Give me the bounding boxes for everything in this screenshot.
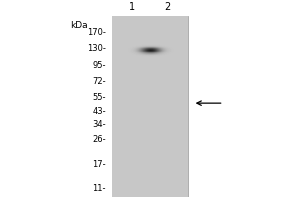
Text: 43-: 43- <box>92 107 106 116</box>
Text: 26-: 26- <box>92 135 106 144</box>
Text: 2: 2 <box>164 2 171 12</box>
Text: 72-: 72- <box>92 77 106 86</box>
Text: 17-: 17- <box>92 160 106 169</box>
Text: 130-: 130- <box>87 44 106 53</box>
Text: 55-: 55- <box>92 93 106 102</box>
Bar <box>112 16 188 197</box>
Text: 11-: 11- <box>92 184 106 193</box>
Text: kDa: kDa <box>70 21 88 30</box>
Text: 170-: 170- <box>87 28 106 37</box>
Text: 34-: 34- <box>92 120 106 129</box>
Text: 1: 1 <box>129 2 135 12</box>
Text: 95-: 95- <box>92 61 106 70</box>
